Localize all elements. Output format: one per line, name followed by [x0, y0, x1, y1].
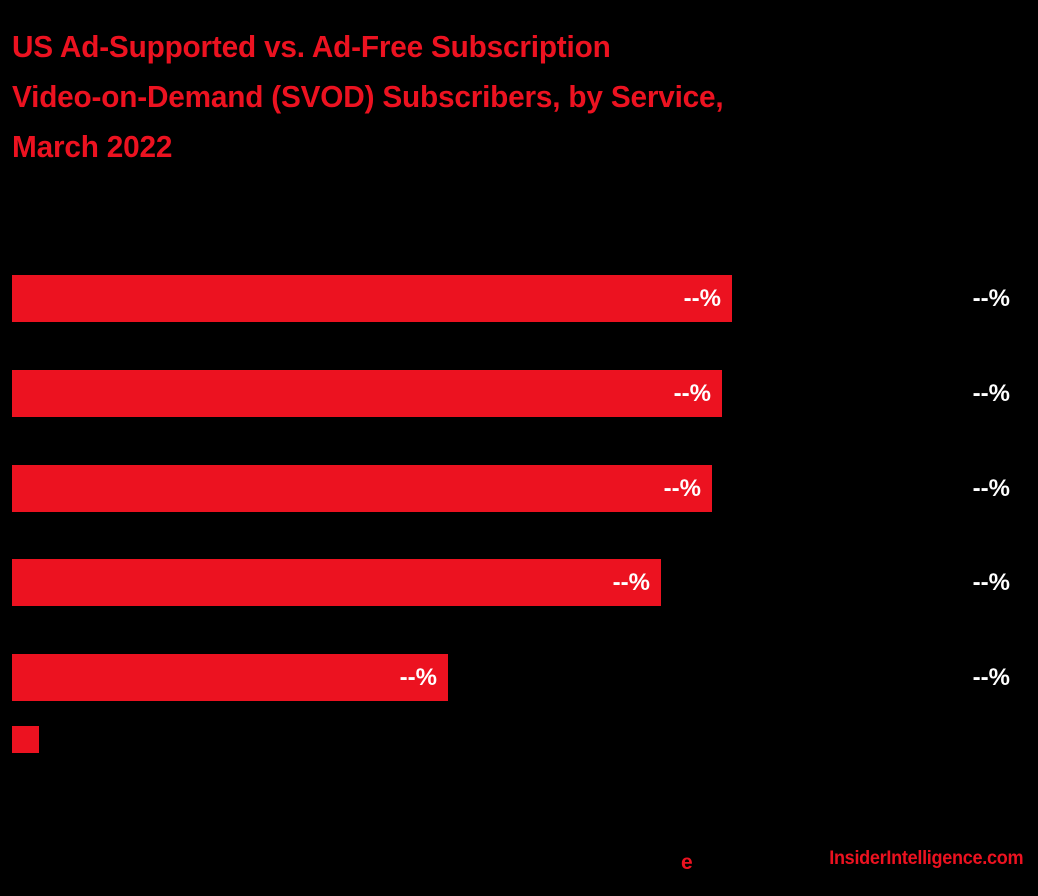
bar-value-label: --% — [612, 568, 650, 596]
plot-area: --% --% --% --% --% --% --% --% --% — [0, 275, 1038, 701]
insider-intelligence-domain: InsiderIntelligence.com — [828, 848, 1023, 869]
chart-legend — [12, 726, 49, 753]
row-total-label: --% — [972, 284, 1010, 312]
table-row: --% --% — [0, 559, 1038, 606]
bar-value-label: --% — [683, 284, 721, 312]
row-total-label: --% — [972, 474, 1010, 502]
legend-swatch-icon — [12, 726, 39, 753]
table-row: --% --% — [0, 275, 1038, 322]
row-total-label: --% — [972, 663, 1010, 691]
bar-value-label: --% — [663, 474, 701, 502]
table-row: --% --% — [0, 370, 1038, 417]
bar-series-1: --% — [12, 370, 722, 417]
bar-series-1: --% — [12, 559, 661, 606]
bar-series-1: --% — [12, 275, 732, 322]
emarketer-logo: e — [681, 851, 693, 874]
row-total-label: --% — [972, 379, 1010, 407]
chart-footer: e InsiderIntelligence.com — [0, 846, 1038, 896]
table-row: --% --% — [0, 654, 1038, 701]
bar-series-1: --% — [12, 654, 448, 701]
table-row: --% --% — [0, 465, 1038, 512]
bar-value-label: --% — [399, 663, 437, 691]
row-total-label: --% — [972, 568, 1010, 596]
bar-value-label: --% — [673, 379, 711, 407]
page-title: US Ad-Supported vs. Ad-Free Subscription… — [12, 29, 724, 164]
bar-series-1: --% — [12, 465, 712, 512]
